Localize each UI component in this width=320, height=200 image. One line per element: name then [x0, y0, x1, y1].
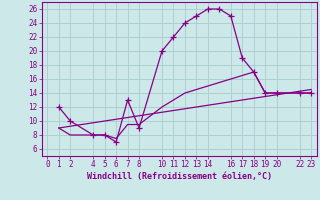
X-axis label: Windchill (Refroidissement éolien,°C): Windchill (Refroidissement éolien,°C)	[87, 172, 272, 181]
